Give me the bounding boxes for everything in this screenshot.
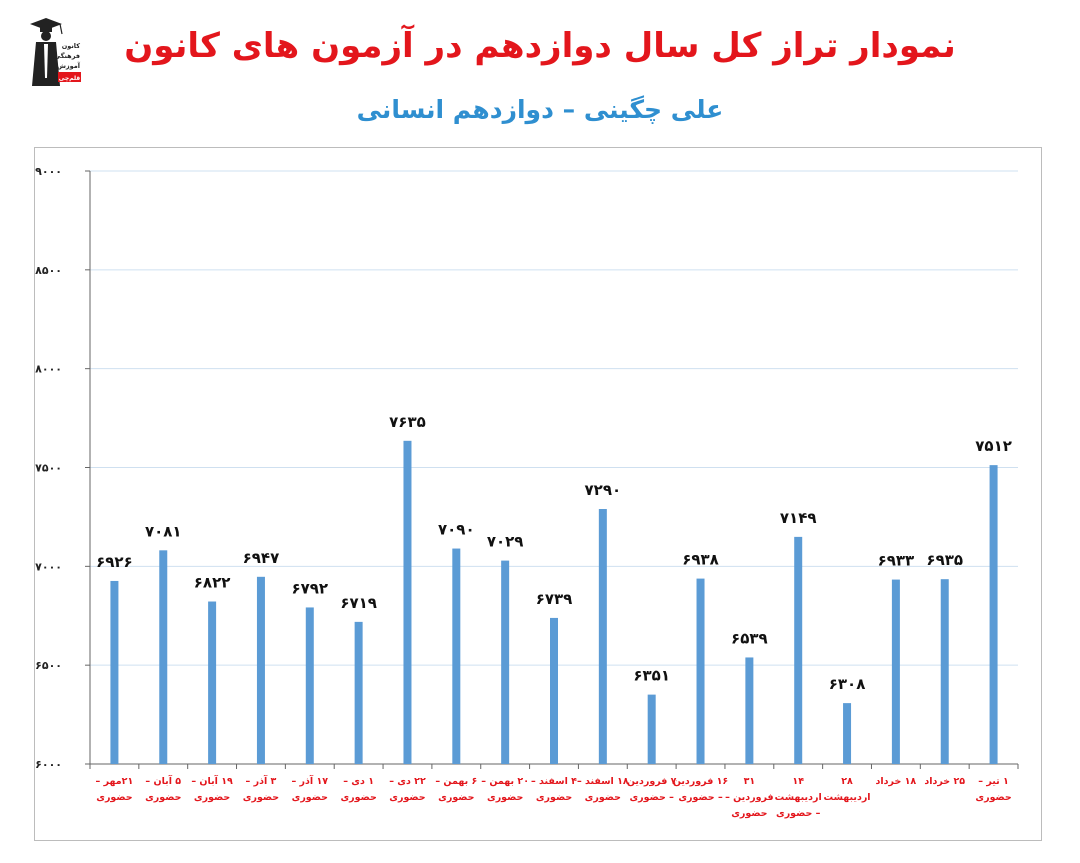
x-tick-label: ۱ تیر – [978, 776, 1009, 787]
x-tick-label: حضوری [585, 792, 621, 803]
bar [305, 607, 314, 764]
y-tick-label: ۶۵۰۰ [35, 659, 62, 672]
label-layer: ۶۹۲۶ ۷۰۸۱ ۶۸۲۲ ۶۹۴۷ ۶۷۹۲ ۶۷۱۹ ۷۶۳۵ ۷۰۹۰ ۷۰۲۹ ۶۷۳۹… [96, 413, 1012, 693]
data-label: ۷۶۳۵ [389, 413, 426, 431]
data-label: ۶۹۳۳ [878, 552, 915, 570]
x-tick-label: ۳۱ [744, 776, 756, 787]
x-tick-label: ۲۲ دی – [389, 776, 426, 787]
x-tick-label: ۲۰ بهمن – [481, 776, 529, 787]
bar-layer [110, 440, 998, 764]
x-tick-label: ۷ فروردین [627, 776, 677, 787]
logo-text-line: فرهنگی [54, 52, 80, 60]
y-tick-label: ۶۰۰۰ [35, 758, 62, 771]
data-label: ۶۹۳۵ [926, 551, 963, 569]
x-tick-label: – حضوری [629, 792, 674, 803]
x-tick-label: حضوری [145, 792, 181, 803]
x-tick-label: فروردین – [725, 792, 774, 803]
data-label: ۶۹۲۶ [96, 553, 133, 571]
bar [696, 578, 705, 764]
chart-frame [34, 147, 1042, 841]
y-tick-label: ۸۰۰۰ [35, 363, 62, 376]
x-tick-label: ۳ آذر – [246, 774, 277, 787]
bar [501, 560, 510, 764]
bar [843, 703, 852, 764]
x-tick-label: ۶ بهمن – [435, 776, 477, 787]
bar [110, 580, 119, 764]
bar [208, 601, 217, 764]
x-tick-label: ۱۹ آبان – [191, 774, 233, 787]
x-tick-label: – حضوری [678, 792, 723, 803]
y-tick-label: ۷۵۰۰ [35, 462, 62, 475]
data-label: ۷۰۹۰ [438, 521, 475, 539]
bar [159, 550, 168, 764]
x-tick-label: ۱ دی – [343, 776, 374, 787]
x-tick-label: حضوری [731, 808, 767, 819]
y-tick-label: ۸۵۰۰ [35, 264, 62, 277]
logo-text-line: قلم‌چی [59, 75, 81, 82]
data-label: ۶۹۳۸ [682, 551, 719, 569]
chart-title: نمودار تراز کل سال دوازدهم در آزمون های … [124, 26, 956, 66]
data-label: ۶۳۰۸ [829, 675, 866, 693]
bar [354, 621, 363, 764]
logo-text-line: آموزش [57, 61, 81, 70]
x-tick-label: ۱۸ خرداد [876, 776, 917, 787]
y-tick-label: ۷۰۰۰ [35, 560, 62, 573]
x-tick-label: اردیبهشت [824, 792, 871, 803]
x-tick-label: ۵ آبان – [145, 774, 181, 787]
data-label: ۶۸۲۲ [194, 574, 231, 592]
bar [989, 465, 998, 764]
bar [745, 657, 754, 764]
bar [403, 440, 412, 764]
x-tick-label: حضوری [96, 792, 132, 803]
graduate-logo-icon: کانون فرهنگی آموزش قلم‌چی [30, 18, 81, 86]
bar [550, 617, 558, 764]
x-tick-label: حضوری [536, 792, 572, 803]
data-label: ۶۹۴۷ [243, 549, 280, 567]
x-tick-label: ۲۵ خرداد [924, 776, 965, 787]
x-tick-label: ۲۱مهر – [96, 776, 134, 787]
bar [452, 548, 461, 764]
x-tick-label: ۱۸ اسفند – [577, 776, 629, 787]
logo-text-line: کانون [62, 42, 81, 50]
x-tick-label: حضوری [975, 792, 1011, 803]
y-tick-label: ۹۰۰۰ [35, 165, 62, 178]
x-tick-label: ۱۷ آذر – [292, 774, 329, 787]
x-tick-label: ۱۴ [792, 776, 804, 787]
bar [891, 579, 900, 764]
x-tick-label: – حضوری [776, 808, 821, 819]
bar [256, 576, 265, 764]
x-tick-label: حضوری [243, 792, 279, 803]
x-tick-label: حضوری [194, 792, 230, 803]
x-tick-label: حضوری [438, 792, 474, 803]
data-label: ۷۵۱۲ [975, 437, 1012, 455]
x-tick-label: ۲۸ [841, 776, 853, 787]
x-tick-label: اردیبهشت [775, 792, 822, 803]
x-axis-labels: ۲۱مهر – حضوری ۵ آبان – حضوری ۱۹ آبان – حضوری ۳… [96, 774, 1012, 819]
bar [940, 579, 949, 764]
data-label: ۶۷۳۹ [536, 590, 573, 608]
x-tick-label: حضوری [340, 792, 376, 803]
bar [794, 536, 803, 764]
chart-subtitle: علی چگینی – دوازدهم انسانی [356, 95, 724, 124]
data-label: ۶۵۳۹ [731, 629, 768, 647]
data-label: ۷۲۹۰ [585, 481, 622, 499]
data-label: ۶۳۵۱ [633, 667, 670, 685]
bar [647, 694, 656, 764]
x-tick-label: ۴ اسفند – [531, 776, 577, 787]
data-label: ۷۰۸۱ [145, 522, 182, 540]
data-label: ۶۷۱۹ [340, 594, 377, 612]
x-tick-label: ۱۶ فروردین [673, 776, 728, 787]
data-label: ۷۱۴۹ [780, 509, 817, 527]
x-tick-label: حضوری [292, 792, 328, 803]
x-tick-label: حضوری [487, 792, 523, 803]
x-tick-label: حضوری [389, 792, 425, 803]
data-label: ۷۰۲۹ [487, 533, 524, 551]
bar [598, 509, 607, 764]
data-label: ۶۷۹۲ [291, 579, 328, 597]
